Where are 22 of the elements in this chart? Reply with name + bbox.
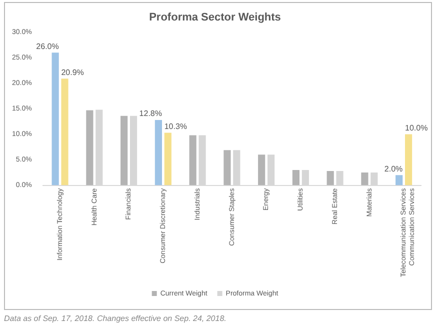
bar xyxy=(292,170,300,186)
text: Data as of Sep. 17, 2018. Changes effective on Sep. 24, 2018. xyxy=(4,314,226,323)
bar xyxy=(404,134,412,186)
data-label: 20.9% xyxy=(61,68,84,77)
data-label: 10.0% xyxy=(404,123,428,132)
bar xyxy=(86,110,94,186)
bar xyxy=(224,150,231,186)
bar xyxy=(361,172,368,186)
bar xyxy=(120,116,128,186)
bar xyxy=(326,171,334,186)
bar xyxy=(52,52,59,186)
chart-title: Proforma Sector Weights xyxy=(149,12,281,24)
bar xyxy=(189,135,196,186)
bar xyxy=(154,120,162,186)
bar xyxy=(61,78,68,186)
data-label: 12.8% xyxy=(139,109,162,118)
data-label: 2.0% xyxy=(384,164,403,174)
data-label: 10.3% xyxy=(164,122,188,131)
bar xyxy=(258,154,266,186)
bar xyxy=(164,132,172,186)
bar xyxy=(396,175,403,186)
data-label: 26.0% xyxy=(36,42,59,51)
